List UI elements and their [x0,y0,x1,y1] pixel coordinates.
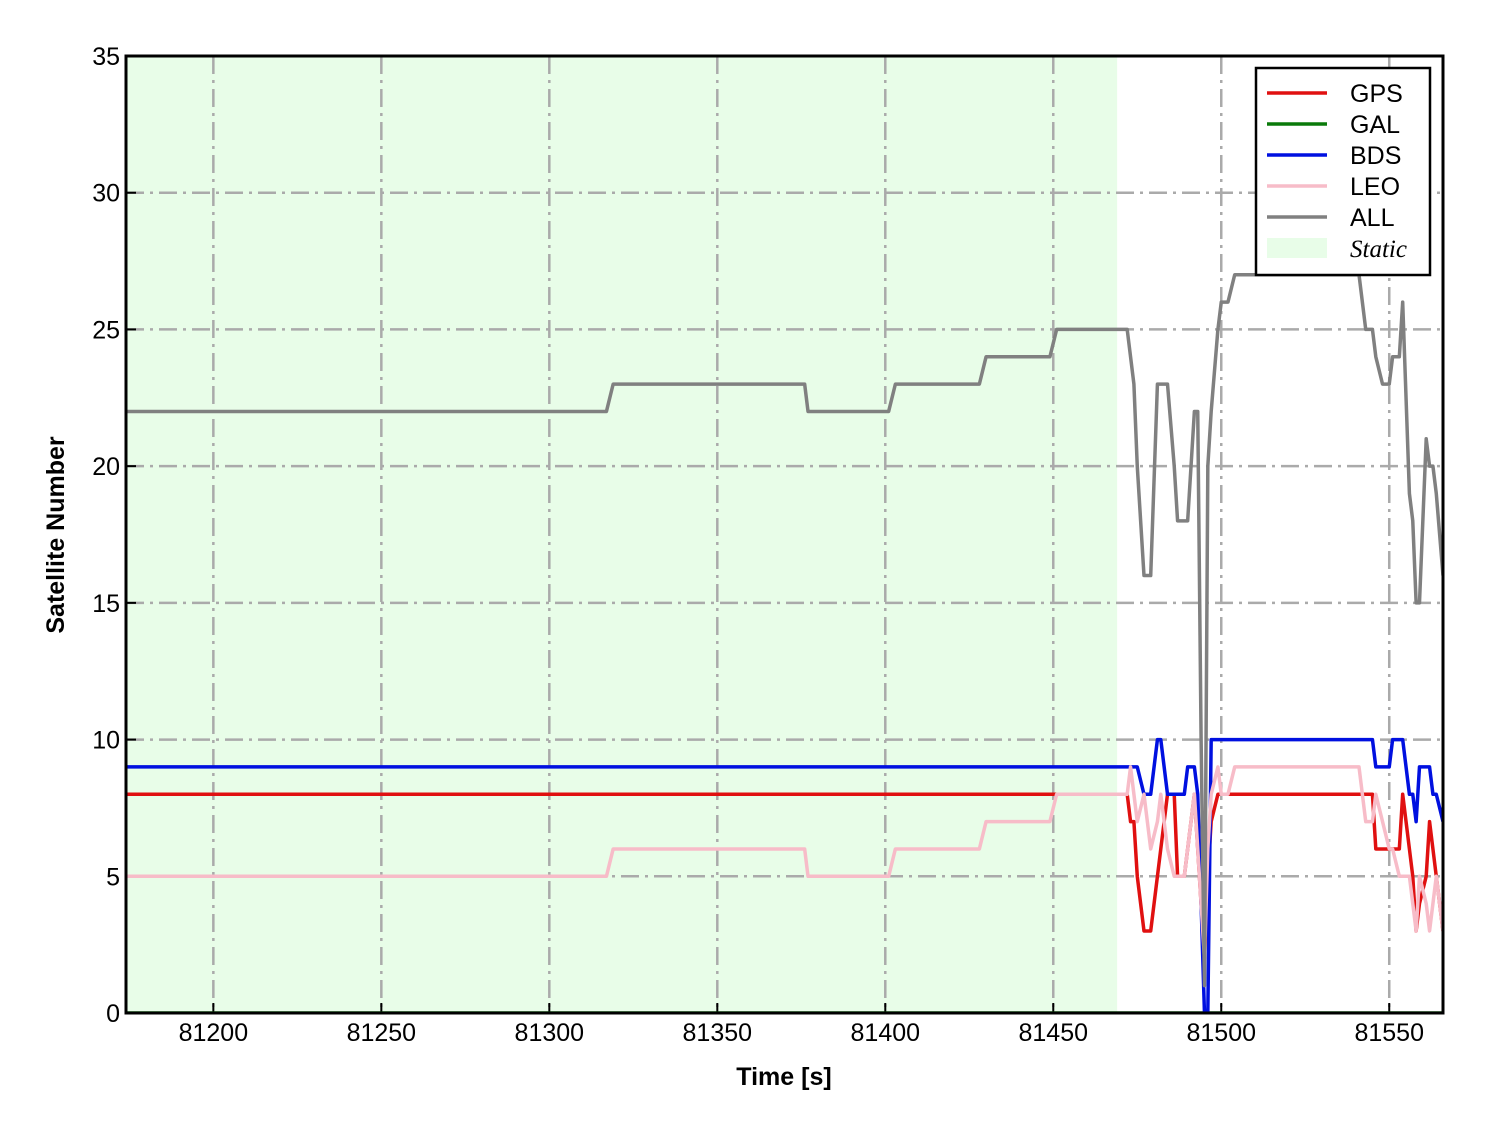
y-tick-label: 20 [92,453,120,481]
x-tick-label: 81300 [515,1019,585,1047]
x-tick-label: 81200 [179,1019,249,1047]
x-tick-label: 81550 [1354,1019,1424,1047]
plot-area [126,272,1443,1013]
y-tick-label: 10 [92,727,120,755]
x-tick-label: 81400 [851,1019,921,1047]
legend-label: GAL [1350,111,1400,139]
plot-frame [124,54,1445,1015]
x-tick-label: 81500 [1186,1019,1256,1047]
y-axis-label: Satellite Number [42,436,70,634]
line [126,272,1443,988]
legend-label: ALL [1350,204,1395,232]
line [126,737,1443,1013]
y-tick-label: 5 [106,863,120,891]
y-tick-label: 25 [92,316,120,344]
legend-label: BDS [1350,142,1401,170]
y-tick-label: 35 [92,43,120,71]
line [126,765,1443,961]
y-tick-label: 15 [92,590,120,618]
legend-label: LEO [1350,173,1400,201]
legend-swatch [1267,238,1327,258]
x-tick-label: 81250 [347,1019,417,1047]
y-tick-label: 0 [106,1000,120,1028]
x-axis-label: Time [s] [736,1063,831,1091]
x-tick-label: 81450 [1019,1019,1089,1047]
legend-label: GPS [1350,80,1403,108]
static-region [126,56,1118,1013]
legend-label: Static [1350,236,1407,263]
y-tick-label: 30 [92,180,120,208]
x-tick-label: 81350 [683,1019,753,1047]
